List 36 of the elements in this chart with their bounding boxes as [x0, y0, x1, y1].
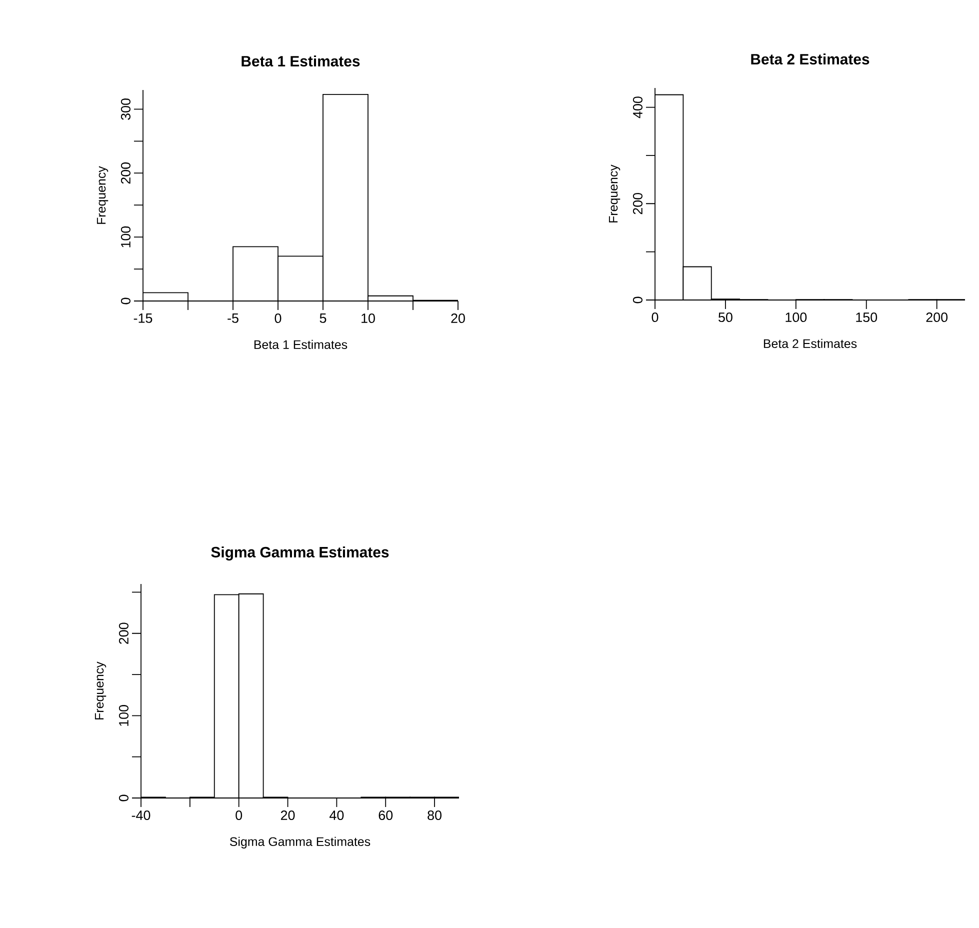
- x-tick-label: 5: [320, 314, 326, 323]
- y-tick-label: 0: [632, 296, 642, 304]
- x-tick-label: 100: [786, 312, 807, 322]
- y-axis-title: Frequency: [94, 662, 106, 720]
- x-tick-label: 80: [428, 810, 442, 820]
- chart-title: Sigma Gamma Estimates: [211, 546, 389, 561]
- x-tick-label: 50: [718, 312, 732, 322]
- x-tick-label: 40: [330, 810, 344, 820]
- x-axis-title: Sigma Gamma Estimates: [230, 836, 370, 848]
- x-tick-label: 200: [926, 312, 948, 322]
- y-tick-label: 0: [120, 298, 130, 304]
- x-tick-label: -15: [134, 314, 152, 323]
- x-tick-label: 10: [362, 314, 375, 324]
- x-tick-label: -40: [132, 810, 150, 820]
- x-axis-title: Beta 1 Estimates: [254, 340, 348, 350]
- x-tick-label: -5: [228, 314, 238, 323]
- y-tick-label: 0: [118, 794, 128, 802]
- x-tick-label: 20: [280, 810, 295, 820]
- x-tick-label: 150: [856, 312, 878, 322]
- x-tick-label: 0: [236, 810, 242, 820]
- x-tick-label: 0: [274, 314, 282, 324]
- y-tick-label: 200: [118, 622, 128, 644]
- y-tick-label: 100: [118, 705, 128, 726]
- x-tick-label: 0: [652, 312, 658, 322]
- y-tick-label: 200: [120, 162, 130, 184]
- x-tick-label: 60: [378, 810, 393, 820]
- y-axis-title: Frequency: [96, 166, 108, 224]
- chart-title: Beta 1 Estimates: [242, 56, 360, 66]
- y-axis-title: Frequency: [608, 164, 620, 222]
- y-tick-label: 200: [632, 192, 642, 214]
- x-tick-label: 20: [451, 314, 465, 324]
- y-tick-label: 400: [632, 96, 642, 118]
- chart-title: Beta 2 Estimates: [751, 54, 870, 64]
- y-tick-label: 300: [120, 98, 130, 120]
- x-axis-title: Beta 2 Estimates: [764, 338, 857, 348]
- y-tick-label: 100: [120, 226, 130, 248]
